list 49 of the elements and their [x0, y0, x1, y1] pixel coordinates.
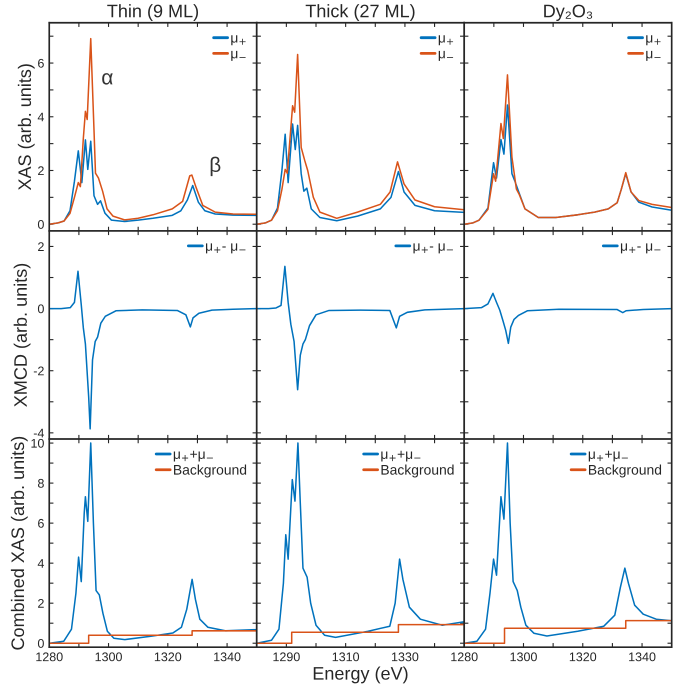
y-axis-title: XMCD (arb. units) — [14, 264, 30, 407]
y-tick-label: 0 — [38, 220, 44, 229]
x-tick-label: 1280 — [36, 652, 63, 662]
legend-label: μ$_{+}$- μ$_{−}$ — [413, 243, 453, 254]
legend-label: μ$_{−}$ — [231, 50, 246, 61]
legend-label: μ$_{+}$+μ$_{−}$ — [174, 450, 213, 462]
x-tick-label: 1330 — [392, 652, 418, 662]
y-tick-label: -4 — [34, 428, 44, 438]
legend-label: Background — [174, 464, 246, 478]
annotation: β — [210, 156, 220, 176]
y-tick-label: 2 — [38, 166, 44, 176]
x-tick-label: 1300 — [96, 652, 122, 662]
y-tick-label: -2 — [34, 366, 44, 376]
chart-title: Dy₂O₃ — [544, 4, 592, 21]
legend-label: μ$_{−}$ — [646, 50, 661, 61]
legend-label: μ$_{+}$ — [231, 35, 246, 46]
y-tick-label: 10 — [31, 438, 44, 448]
legend-label: μ$_{−}$ — [438, 50, 454, 61]
x-tick-label: 1320 — [154, 652, 182, 662]
y-tick-label: 4 — [38, 112, 44, 122]
y-tick-label: 4 — [38, 559, 44, 568]
legend-label: μ$_{+}$ — [438, 35, 454, 46]
y-tick-label: 2 — [38, 598, 44, 608]
x-tick-label: 1320 — [570, 652, 596, 662]
legend-label: μ$_{+}$- μ$_{−}$ — [620, 243, 660, 254]
legend-label: Background — [588, 464, 662, 478]
chart-title: Thin (9 ML) — [107, 4, 198, 21]
legend-label: μ$_{+}$+μ$_{−}$ — [381, 450, 420, 462]
y-tick-label: 6 — [38, 58, 44, 68]
chart-title: Thick (27 ML) — [306, 4, 415, 21]
x-axis-title: Energy (eV) — [314, 666, 408, 684]
x-tick-label: 1340 — [214, 652, 241, 662]
y-tick-label: 8 — [38, 478, 44, 488]
y-axis-title: Combined XAS (arb. units) — [10, 436, 28, 650]
x-tick-label: 1340 — [629, 652, 656, 662]
legend-label: μ$_{+}$+μ$_{−}$ — [588, 450, 628, 462]
legend-label: Background — [382, 464, 454, 478]
legend-label: μ$_{+}$- μ$_{−}$ — [206, 243, 246, 254]
x-tick-label: 1280 — [451, 652, 478, 662]
y-tick-label: 0 — [38, 639, 44, 648]
y-tick-label: 0 — [38, 304, 44, 314]
x-tick-label: 1290 — [273, 652, 300, 662]
y-tick-label: 2 — [38, 242, 44, 251]
x-tick-label: 1300 — [510, 652, 537, 662]
y-tick-label: 6 — [38, 518, 44, 528]
annotation: α — [102, 73, 113, 85]
x-tick-label: 1310 — [332, 652, 360, 662]
y-axis-title: XAS (arb. units) — [18, 64, 35, 190]
legend-label: μ$_{+}$ — [646, 35, 661, 46]
